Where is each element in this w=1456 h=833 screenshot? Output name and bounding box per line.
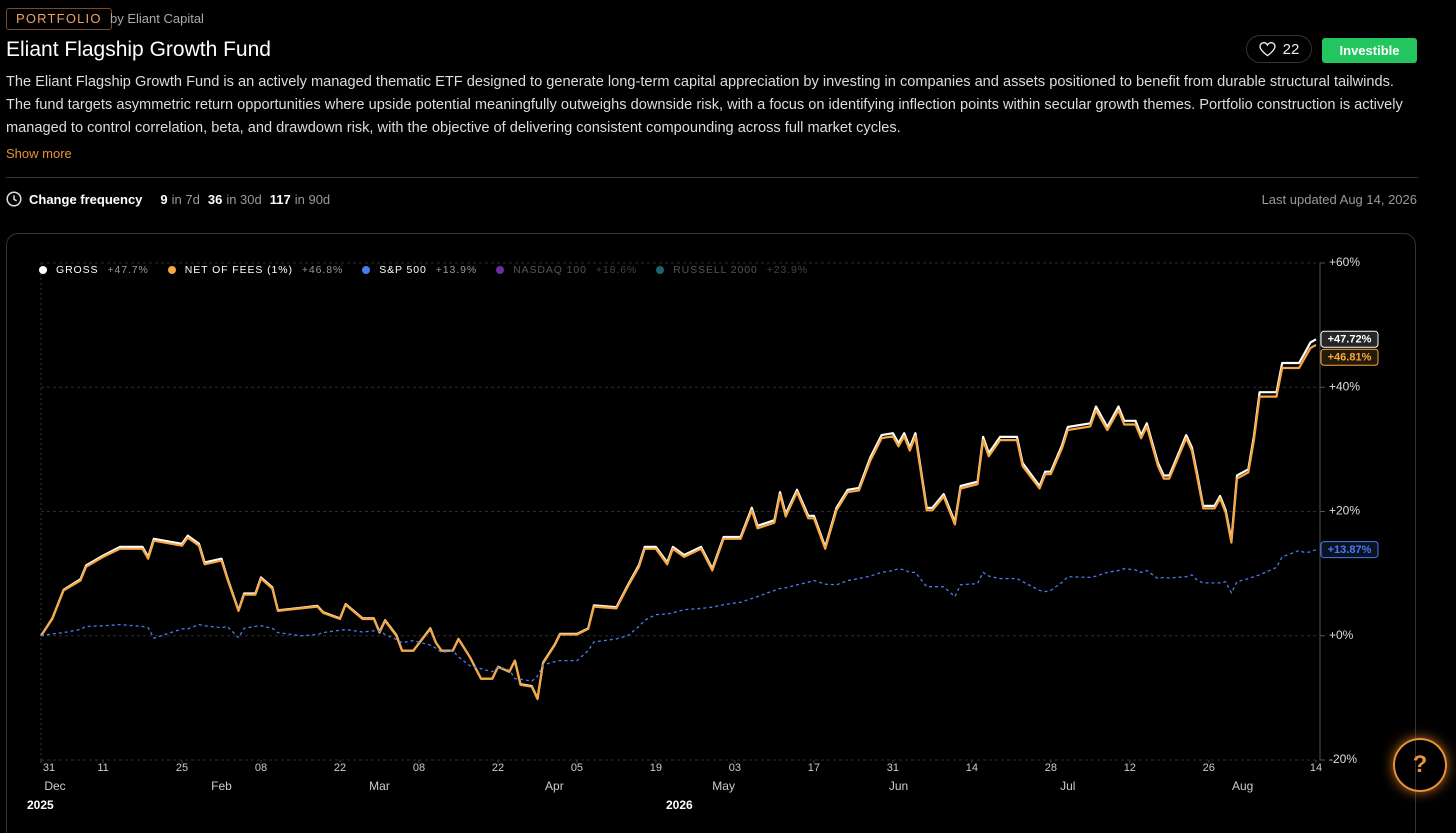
x-tick-label: 14: [1310, 762, 1322, 774]
heart-icon: [1258, 41, 1276, 56]
y-tick-label: +20%: [1329, 504, 1360, 518]
byline: by Eliant Capital: [110, 11, 204, 26]
legend-item[interactable]: NET OF FEES (1%) +46.8%: [167, 264, 344, 276]
description: The Eliant Flagship Growth Fund is an ac…: [6, 74, 1403, 136]
stat-count: 9: [160, 191, 168, 207]
month-label: Feb: [211, 779, 232, 793]
legend-dot: [496, 266, 505, 274]
legend-value: +18.6%: [595, 264, 638, 276]
x-tick-label: 31: [43, 762, 55, 774]
x-tick-label: 26: [1203, 762, 1215, 774]
y-tick-label: +0%: [1329, 628, 1354, 642]
x-tick-label: 14: [966, 762, 978, 774]
end-badge-box: [1320, 348, 1379, 366]
x-tick-label: 11: [97, 762, 108, 774]
stat-period: in 7d: [171, 191, 200, 207]
help-button[interactable]: ?: [1393, 738, 1447, 792]
x-tick-label: 22: [492, 762, 504, 774]
legend-item[interactable]: NASDAQ 100 +18.6%: [496, 264, 637, 276]
legend-name: S&P 500: [379, 264, 427, 276]
legend-item[interactable]: RUSSELL 2000 +23.9%: [656, 264, 808, 276]
legend-dot: [167, 266, 176, 274]
y-tick-label: -20%: [1329, 752, 1357, 766]
divider: [6, 177, 1418, 178]
tag: PORTFOLIO: [6, 8, 112, 30]
legend-name: NASDAQ 100: [513, 264, 587, 276]
end-badge-box: [1320, 541, 1379, 559]
month-label: Jun: [889, 779, 908, 793]
end-badge-label: +47.72%: [1328, 334, 1372, 346]
clock-icon: [6, 191, 22, 207]
x-tick-label: 08: [413, 762, 425, 774]
chart: -20% +0% +20% +40% +60% 31 11 25 08 22 08 22 05 19 03 1…: [27, 255, 1379, 812]
series-line: [40, 343, 1317, 701]
month-label: Mar: [369, 779, 390, 793]
x-tick-label: 19: [650, 762, 662, 774]
series-line: [40, 338, 1317, 700]
like-button[interactable]: 22: [1246, 35, 1312, 63]
end-badge: +13.87%: [1320, 541, 1379, 559]
end-badge: +46.81%: [1320, 348, 1379, 366]
legend-item[interactable]: S&P 500 +13.9%: [362, 264, 477, 276]
status-button[interactable]: Investible: [1322, 38, 1417, 63]
stat-period: in 30d: [226, 191, 262, 207]
legend-value: +13.9%: [435, 264, 478, 276]
stat-count: 117: [269, 191, 291, 207]
x-tick-label: 12: [1124, 762, 1136, 774]
stat-count: 36: [207, 191, 223, 207]
chart-card: [6, 233, 1416, 833]
x-tick-label: 17: [808, 762, 820, 774]
month-label: Apr: [545, 779, 564, 793]
legend-name: GROSS: [56, 264, 99, 276]
end-badge: +47.72%: [1320, 330, 1379, 348]
stats: Change frequency 9 in 7d 36 in 30d 117 in 9…: [6, 190, 330, 208]
x-tick-label: 31: [887, 762, 899, 774]
month-label: Aug: [1232, 779, 1253, 793]
legend-value: +23.9%: [766, 264, 809, 276]
legend: GROSS +47.7% NET OF FEES (1%) +46.8% S&P 500…: [39, 264, 808, 276]
y-tick-label: +60%: [1329, 255, 1360, 269]
legend-dot: [656, 266, 665, 274]
show-more[interactable]: Show more: [6, 146, 72, 161]
legend-item[interactable]: GROSS +47.7%: [39, 264, 149, 276]
legend-dot: [362, 266, 371, 274]
legend-value: +46.8%: [301, 264, 344, 276]
end-badge-box: [1320, 330, 1379, 348]
like-count: 22: [1282, 40, 1300, 58]
end-badge-tint: [1321, 331, 1378, 348]
x-tick-label: 28: [1045, 762, 1057, 774]
last-updated: Last updated Aug 14, 2026: [1261, 192, 1417, 207]
year-label: 2026: [666, 798, 693, 812]
year-label: 2025: [27, 798, 54, 812]
page: Fund {"header": {"tag": "PORTFOLIO", "by…: [6, 8, 1447, 833]
body: PORTFOLIO by Eliant Capital Eliant Flags…: [6, 8, 1447, 833]
y-tick-label: +40%: [1329, 379, 1360, 393]
x-tick-label: 03: [729, 762, 741, 774]
end-badge-label: +46.81%: [1328, 352, 1372, 364]
legend-value: +47.7%: [107, 264, 149, 276]
end-badge-label: +13.87%: [1328, 544, 1372, 556]
x-tick-label: 08: [255, 762, 267, 774]
legend-name: RUSSELL 2000: [673, 264, 758, 276]
month-label: Jul: [1060, 779, 1075, 793]
x-tick-label: 25: [176, 762, 188, 774]
title: Eliant Flagship Growth Fund: [6, 38, 271, 61]
x-tick-label: 05: [571, 762, 583, 774]
end-badge-tint: [1321, 349, 1378, 366]
legend-dot: [39, 266, 47, 274]
month-label: Dec: [44, 779, 65, 793]
x-tick-label: 22: [334, 762, 346, 774]
end-badge-tint: [1321, 541, 1378, 558]
month-label: May: [712, 779, 735, 793]
stat-period: in 90d: [294, 191, 331, 207]
series-line: [40, 548, 1317, 682]
legend-name: NET OF FEES (1%): [184, 264, 293, 276]
stats-label: Change frequency: [29, 191, 143, 207]
